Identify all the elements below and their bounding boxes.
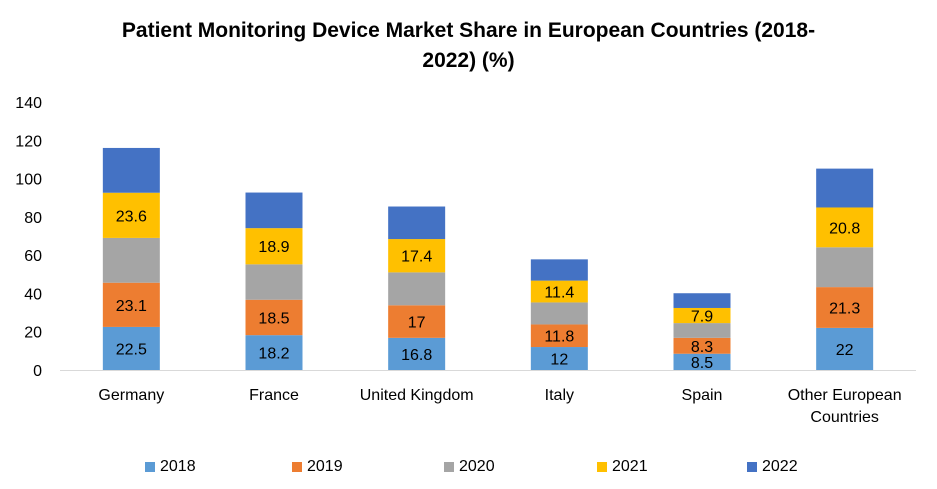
legend-swatch [747,462,757,472]
legend-item-2019: 2019 [292,458,343,476]
y-tick-label: 100 [15,172,42,189]
bar-segment-2021 [530,280,588,303]
bar-segment-2022 [245,192,303,229]
data-label: 18.2 [258,346,289,363]
bar-segment-2021 [816,207,874,248]
bar-segment-2020 [673,323,731,338]
bar-segment-2020 [388,272,446,306]
bar-stack: 18.2 18.5 18.9 [245,192,303,370]
legend-label: 2019 [307,458,343,475]
x-tick-label: Countries [810,409,878,426]
bar-segment-2019 [673,337,731,354]
legend-swatch [444,462,454,472]
bar-segment-2019 [530,324,588,348]
y-axis: 0 20 40 60 80 100 120 140 [15,95,42,380]
data-label: 23.1 [116,298,147,315]
bar-segment-2019 [245,299,303,336]
legend-item-2018: 2018 [145,458,196,476]
y-tick-label: 120 [15,133,42,150]
bar-segment-2018 [530,347,588,370]
data-label: 8.3 [691,339,713,356]
data-label: 17 [408,315,426,332]
legend-label: 2021 [612,458,648,475]
x-axis-labels: Germany France United Kingdom Italy Spain Oth… [98,387,901,426]
data-label: 17.4 [401,249,432,266]
bar-segment-2021 [388,239,446,273]
bar-stack: 16.8 17 17.4 [388,206,446,370]
data-label: 12 [550,352,568,369]
x-tick-label: Germany [98,387,164,404]
x-tick-label: Other European [788,387,902,404]
y-tick-label: 20 [24,325,42,342]
bar-segment-2021 [102,192,160,238]
bars: 22.5 23.1 23.6 18.2 18.5 18.9 16.8 17 17.4 12 11.8… [102,147,874,372]
data-label: 11.4 [544,285,574,302]
y-tick-label: 60 [24,248,42,265]
bar-segment-2022 [816,168,874,208]
legend-label: 2018 [160,458,196,475]
data-label: 22.5 [116,341,147,358]
data-label: 18.5 [258,310,289,327]
bar-segment-2020 [102,237,160,283]
legend-item-2020: 2020 [444,458,495,476]
chart-title: Patient Monitoring Device Market Share i… [0,16,937,76]
data-label: 18.9 [258,239,289,256]
legend-swatch [145,462,155,472]
legend-swatch [292,462,302,472]
bar-segment-2018 [816,327,874,370]
y-tick-label: 40 [24,286,42,303]
bar-segment-2019 [388,305,446,338]
data-label: 23.6 [116,208,147,225]
bar-segment-2022 [102,147,160,193]
bar-segment-2019 [102,282,160,327]
bar-segment-2020 [816,247,874,288]
data-label: 16.8 [401,347,432,364]
legend-label: 2020 [459,458,495,475]
bar-segment-2020 [530,302,588,325]
bar-stack: 22 21.3 20.8 [816,168,874,370]
bar-segment-2020 [245,264,303,300]
bar-segment-2018 [102,326,160,370]
data-label: 22 [836,342,854,359]
bar-segment-2021 [673,307,731,324]
legend-label: 2022 [762,458,798,475]
x-tick-label: France [249,387,299,404]
bar-segment-2018 [388,337,446,370]
bar-stack: 12 11.8 11.4 [530,259,588,370]
data-label: 20.8 [829,220,860,237]
data-label: 7.9 [691,309,713,326]
legend-item-2021: 2021 [597,458,648,476]
legend-swatch [597,462,607,472]
bar-segment-2022 [530,259,588,281]
chart-title-line-1: Patient Monitoring Device Market Share i… [121,19,816,42]
y-tick-label: 140 [15,95,42,112]
y-tick-label: 0 [33,363,42,380]
x-tick-label: Italy [545,387,574,404]
legend: 2018 2019 2020 2021 2022 [0,458,937,482]
x-tick-label: Spain [682,387,723,404]
bar-segment-2019 [816,287,874,328]
y-tick-label: 80 [24,210,42,227]
bar-segment-2018 [673,353,731,370]
data-label: 8.5 [691,355,713,372]
legend-item-2022: 2022 [747,458,798,476]
bar-segment-2022 [673,293,731,308]
bar-stack: 8.58.3 7.9 [673,293,731,372]
bar-segment-2018 [245,335,303,370]
bar-stack: 22.5 23.1 23.6 [102,147,160,370]
data-label: 11.8 [544,329,574,346]
chart-title-line-2: 2022) (%) [422,49,515,72]
bar-segment-2021 [245,228,303,265]
x-tick-label: United Kingdom [360,387,474,404]
bar-segment-2022 [388,206,446,240]
data-label: 21.3 [829,300,860,317]
